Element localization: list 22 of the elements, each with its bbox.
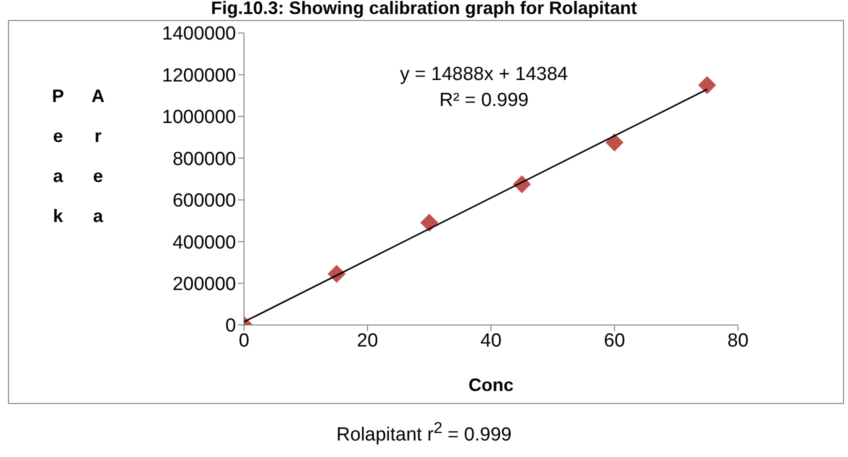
point (698, 76, 716, 94)
x-tick-label: 80 (727, 330, 749, 352)
annotation: y = 14888x + 14384 (399, 64, 569, 86)
x-tick-label: 0 (238, 330, 250, 352)
point (606, 134, 624, 152)
point (420, 214, 438, 232)
chart-title: Fig.10.3: Showing calibration graph for Rolapitant (210, 0, 638, 19)
x-axis-title: Conc (468, 375, 514, 395)
y-tick-label: 800000 (172, 148, 236, 170)
x-tick-label: 40 (480, 330, 502, 352)
annotation: R² = 0.999 (438, 90, 530, 112)
y-axis-title: Peak Area (48, 86, 108, 246)
text: Rolapitant r$^{2}$ = 0.999 (335, 420, 513, 446)
y-tick-label: 1000000 (162, 107, 236, 128)
y-tick-label: 200000 (172, 274, 236, 296)
y-tick-label: 1200000 (162, 65, 236, 86)
y-tick-label: 600000 (172, 190, 236, 212)
y-tick-label: 0 (225, 316, 236, 337)
y-tick-label: 1400000 (162, 24, 236, 45)
x-tick-label: 60 (604, 330, 626, 352)
y-tick-label: 400000 (172, 232, 236, 254)
x-tick-label: 20 (356, 330, 378, 352)
